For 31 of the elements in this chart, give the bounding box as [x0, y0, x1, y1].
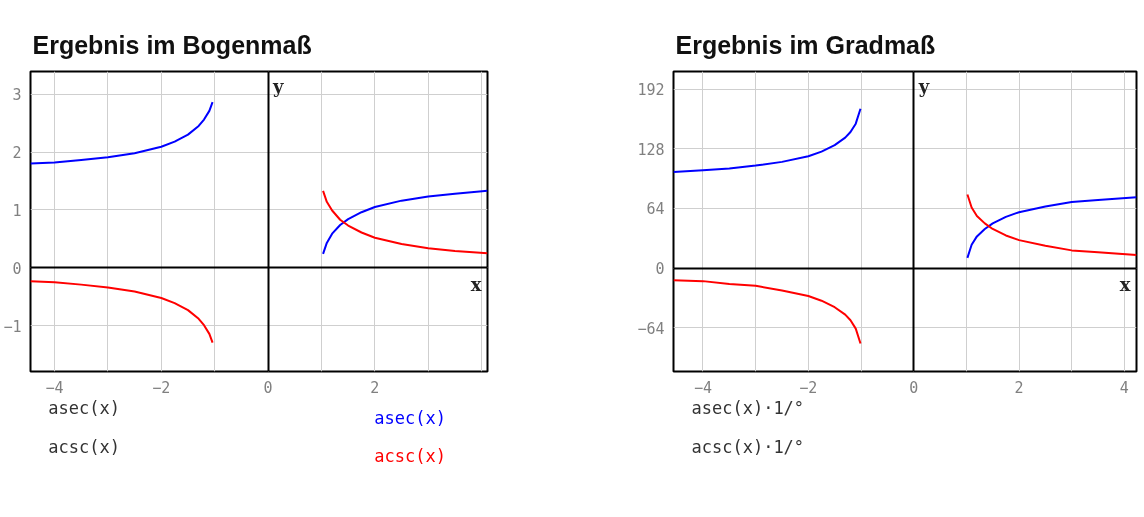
text: asec(x) [48, 397, 120, 418]
y-tick-label: 3 [12, 86, 22, 105]
y-tick-label: 0 [12, 259, 22, 278]
y-tick-label: 192 [637, 81, 665, 100]
x-tick-label: 0 [909, 378, 919, 397]
y-tick-label: 64 [646, 200, 665, 219]
x-axis-title: x [1119, 274, 1131, 296]
y-tick-label: 2 [12, 144, 22, 162]
x-tick-label: −2 [799, 378, 818, 397]
y-tick-label: 1 [12, 201, 22, 220]
chart-title: Ergebnis im Gradmaß [675, 30, 936, 59]
y-tick-label: −1 [3, 317, 22, 336]
x-tick-label: −4 [693, 378, 713, 397]
y-axis-title: y [272, 75, 285, 97]
text: asec(x)·1/° [691, 397, 805, 418]
x-tick-label: 4 [1119, 378, 1129, 397]
x-tick-label: −2 [152, 378, 171, 397]
x-tick-label: 2 [1014, 378, 1024, 397]
x-tick-label: −4 [45, 378, 64, 397]
y-tick-label: 128 [637, 140, 665, 159]
text: acsc(x) [48, 436, 120, 457]
y-tick-label: 0 [655, 260, 665, 279]
x-axis-title: x [470, 273, 482, 295]
text: asec(x) [374, 407, 446, 428]
y-axis-title: y [917, 75, 930, 97]
text: acsc(x) [374, 445, 446, 466]
x-tick-label: 0 [263, 378, 273, 397]
text: acsc(x)·1/° [691, 436, 805, 457]
x-tick-label: 2 [370, 378, 380, 397]
y-tick-label: −64 [637, 319, 665, 338]
chart-title: Ergebnis im Bogenmaß [32, 30, 312, 59]
